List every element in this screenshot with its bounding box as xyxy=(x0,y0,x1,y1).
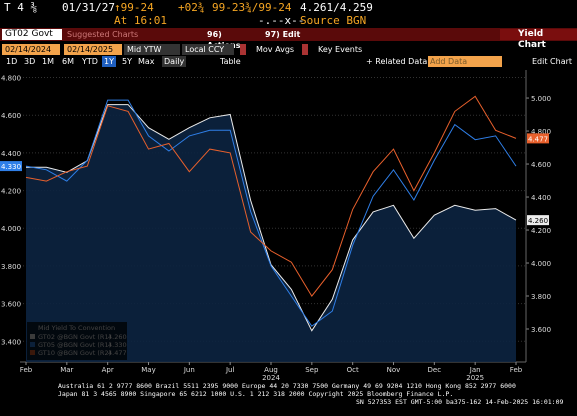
y-tick-label: 4.200 xyxy=(1,188,21,196)
end-date[interactable]: 02/14/2025 xyxy=(64,44,122,55)
y2-tick-label: 4.600 xyxy=(531,161,551,169)
edit-menu[interactable]: 97) Edit xyxy=(265,30,301,39)
actions-menu[interactable]: 96) Actions xyxy=(207,30,240,50)
range-button[interactable]: 5Y xyxy=(122,57,132,66)
x-tick-label: Feb xyxy=(510,366,523,374)
area xyxy=(26,104,516,362)
footer-line: Japan 81 3 4565 8900 Singapore 65 6212 1… xyxy=(58,390,454,398)
start-date[interactable]: 02/14/2024 xyxy=(2,44,60,55)
field-select[interactable]: Mid YTW xyxy=(124,44,180,55)
value-tag xyxy=(527,133,549,144)
line xyxy=(25,99,517,327)
mov-avgs[interactable]: Mov Avgs xyxy=(240,44,302,55)
range-button[interactable]: 1Y xyxy=(102,56,116,67)
x-tick-label: Jan xyxy=(469,366,481,374)
value-tag xyxy=(0,161,22,172)
bid-ask: 99-23¾/99-24 xyxy=(212,1,292,14)
x-tick-label: May xyxy=(141,366,155,374)
range-button[interactable]: 1M xyxy=(42,57,54,66)
value-tag-label: 4.330 xyxy=(1,163,21,171)
y-tick-label: 3.600 xyxy=(1,301,21,309)
year-label: 2025 xyxy=(466,374,484,382)
toolbar xyxy=(0,28,577,41)
function-name[interactable]: Yield Chart xyxy=(500,29,577,50)
y2-tick-label: 4.800 xyxy=(531,128,551,136)
value-tag xyxy=(527,215,549,226)
change: +02¾ xyxy=(178,1,205,14)
size: -.--x-- xyxy=(258,14,305,27)
y-tick-label: 4.600 xyxy=(1,112,21,120)
value-tag-label: 4.477 xyxy=(528,135,548,143)
edit-chart[interactable]: Edit Chart xyxy=(532,57,573,66)
security: T 4 ⅜ xyxy=(4,1,38,14)
price: ↑99-24 xyxy=(114,1,154,14)
maturity: 01/31/27 xyxy=(62,1,115,14)
table-button[interactable]: Table xyxy=(220,57,241,66)
suggested-charts[interactable]: Suggested Charts xyxy=(67,30,139,39)
x-tick-label: Jun xyxy=(183,366,195,374)
y2-tick-label: 3.800 xyxy=(531,293,551,301)
y-tick-label: 4.400 xyxy=(1,150,21,158)
x-tick-label: Oct xyxy=(347,366,359,374)
key-events[interactable]: Key Events xyxy=(302,44,368,55)
x-tick-label: Jul xyxy=(225,366,235,374)
footer-line: SN 527353 EST GMT-5:00 ba375-162 14-Feb-… xyxy=(356,398,564,406)
range-button[interactable]: 6M xyxy=(62,57,74,66)
y-tick-label: 3.800 xyxy=(1,263,21,271)
y2-tick-label: 5.000 xyxy=(531,95,551,103)
range-button[interactable]: YTD xyxy=(82,57,98,66)
legend-box xyxy=(27,322,127,360)
range-button[interactable]: Max xyxy=(138,57,155,66)
y2-tick-label: 3.600 xyxy=(531,326,551,334)
ticker-input[interactable]: GT02 Govt xyxy=(2,29,62,40)
time: At 16:01 xyxy=(114,14,167,27)
y-tick-label: 4.800 xyxy=(1,75,21,83)
yields: 4.261/4.259 xyxy=(300,1,373,14)
frequency[interactable]: Daily xyxy=(162,56,187,67)
source: Source BGN xyxy=(300,14,367,27)
y-tick-label: 3.400 xyxy=(1,338,21,346)
y2-tick-label: 4.200 xyxy=(531,227,551,235)
add-data[interactable]: Add Data xyxy=(428,56,502,67)
x-tick-label: Aug xyxy=(264,366,278,374)
x-tick-label: Apr xyxy=(102,366,114,374)
y2-tick-label: 4.400 xyxy=(531,194,551,202)
range-button[interactable]: 3D xyxy=(24,57,36,66)
x-tick-label: Feb xyxy=(20,366,33,374)
currency-select[interactable]: Local CCY xyxy=(182,44,234,55)
line xyxy=(25,95,517,297)
x-tick-label: Dec xyxy=(428,366,442,374)
year-label: 2024 xyxy=(262,374,280,382)
x-tick-label: Mar xyxy=(60,366,73,374)
value-tag-label: 4.260 xyxy=(528,217,548,225)
footer: Australia 61 2 9777 8600 Brazil 5511 239… xyxy=(0,382,577,416)
x-tick-label: Sep xyxy=(305,366,319,374)
chart: 3.400 3.600 3.800 4.000 4.200 4.400 4.600 4.800… xyxy=(0,70,551,382)
footer-line: Australia 61 2 9777 8600 Brazil 5511 239… xyxy=(58,382,516,390)
related-data[interactable]: + Related Data xyxy=(366,57,428,66)
range-button[interactable]: 1D xyxy=(6,57,18,66)
x-tick-label: Nov xyxy=(387,366,401,374)
y2-tick-label: 4.000 xyxy=(531,260,551,268)
y-tick-label: 4.000 xyxy=(1,225,21,233)
